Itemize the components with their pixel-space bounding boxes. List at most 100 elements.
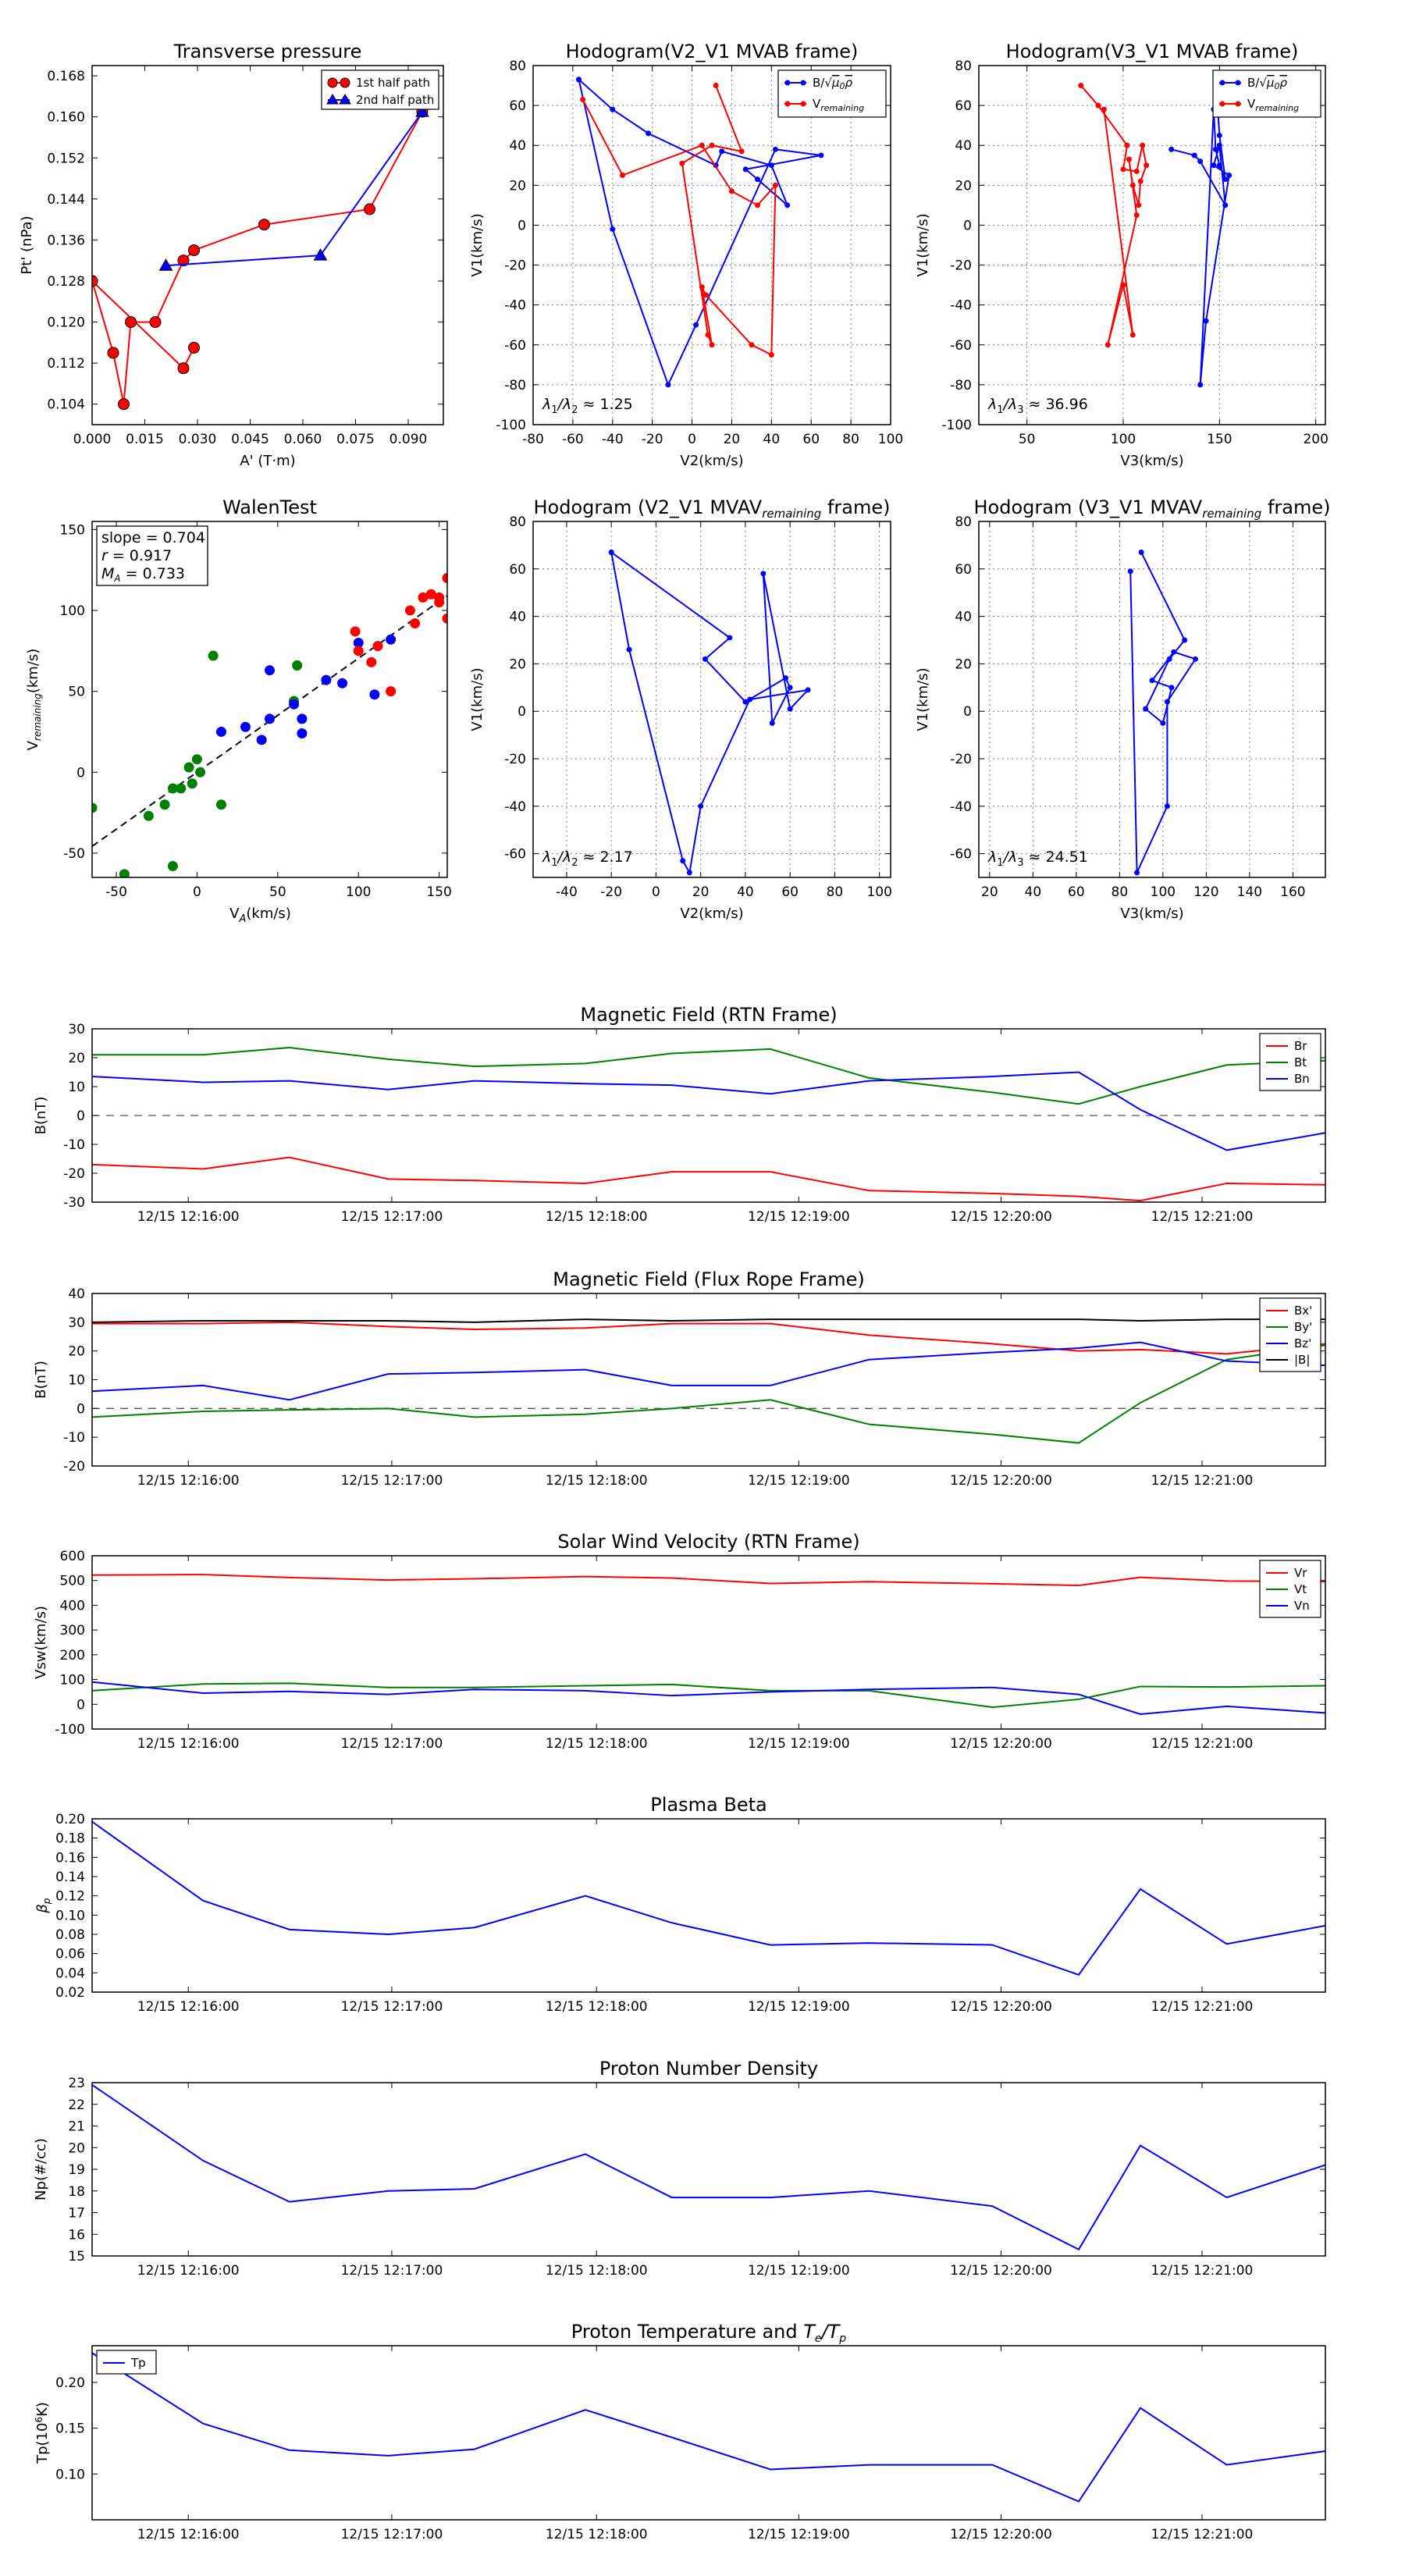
chart-h4: 20 40 60 80 100 120 140 160-60-40-20020406080Ho…: [915, 496, 1330, 922]
chart-h2: 50 100 150 200 -100 -80 -60 -40 -20 0 20 40 60 80 Hodo…: [915, 41, 1329, 469]
x-tick-label: 12/15 12:16:00: [137, 1473, 240, 1489]
x-tick-label: 12/15 12:18:00: [546, 1736, 648, 1752]
y-tick-label: 30: [68, 1315, 85, 1331]
y-tick-label: 60: [955, 562, 972, 578]
chart-title: Transverse pressure: [173, 41, 362, 62]
series-line-|B|: [92, 1318, 1325, 1323]
data-point: [742, 699, 749, 705]
x-tick-label: 12/15 12:17:00: [341, 2263, 443, 2279]
data-point: [167, 860, 178, 871]
data-point: [1197, 382, 1204, 388]
y-label-rest: K): [34, 2402, 51, 2417]
series-line-Tp: [92, 2352, 1325, 2503]
data-point: [702, 292, 709, 298]
data-point: [1193, 656, 1198, 662]
data-point: [366, 656, 377, 667]
series-line-V_remaining: [582, 85, 777, 357]
leg-v: V: [1247, 97, 1256, 111]
y-axis-label: V1(km/s): [469, 667, 486, 731]
x-tick-label: -60: [562, 432, 584, 447]
y-tick-label: 20: [68, 1051, 85, 1066]
data-point: [415, 105, 429, 117]
data-point: [215, 726, 226, 737]
legend-label: B/√μ0ρ: [813, 76, 852, 91]
data-point: [1129, 332, 1136, 338]
data-point: [728, 188, 735, 194]
y-tick-label: 17: [68, 2206, 85, 2222]
y-tick-label: 22: [68, 2097, 85, 2113]
chart-h1: -80 -60 -40 -20 0 20 40 60 80 100-100-80-60-40-20…: [469, 41, 903, 469]
plot-frame: [91, 2345, 1326, 2521]
legend-marker: [800, 80, 806, 86]
plot-frame: [91, 1555, 1326, 1730]
y-tick-label: -20: [504, 752, 526, 767]
y-tick-label: 0.10: [55, 1908, 85, 1923]
legend-marker: [340, 77, 350, 88]
y-tick-label: 100: [60, 603, 85, 619]
data-point: [818, 152, 824, 158]
leg-mu: μ: [1266, 76, 1275, 90]
plot-frame: [91, 521, 448, 878]
x-tick-label: 200: [1303, 432, 1328, 447]
x-tick-label: 100: [866, 884, 891, 900]
ann-l2: /λ: [1002, 849, 1018, 866]
data-point: [425, 589, 436, 600]
x-tick-label: 12/15 12:16:00: [137, 1999, 240, 2015]
legend-label: Vr: [1294, 1566, 1307, 1580]
legend-box: [777, 69, 887, 118]
chart-beta: 12/15 12:16:00 12/15 12:17:00 12/15 12:18:…: [34, 1794, 1326, 2015]
x-tick-label: 150: [426, 884, 451, 900]
series-line-Vt: [92, 1682, 1325, 1709]
y-tick-label: 0.12: [55, 1889, 85, 1905]
x-tick-label: 12/15 12:20:00: [950, 1736, 1052, 1752]
data-point: [289, 699, 300, 710]
data-point: [410, 618, 421, 629]
y-tick-label: 0.144: [47, 192, 85, 208]
x-tick-label: 12/15 12:19:00: [748, 1473, 850, 1489]
ann-rest: ≈ 1.25: [578, 396, 632, 413]
leg-b: B/√: [813, 76, 832, 90]
y-axis-label: B(nT): [33, 1361, 49, 1399]
x-tick-label: 0.015: [126, 432, 164, 447]
data-point: [353, 637, 364, 648]
plot-frame: [91, 2082, 1326, 2257]
plot-area-vsw: [92, 1574, 1325, 1715]
x-tick-label: 12/15 12:19:00: [748, 2527, 850, 2542]
data-point: [755, 176, 761, 183]
y-tick-label: 0: [76, 1108, 85, 1124]
y-tick-label: 60: [955, 98, 972, 114]
title-tp: /T: [820, 2321, 841, 2343]
data-point: [1104, 342, 1111, 348]
data-point: [1129, 182, 1136, 188]
data-point: [610, 106, 616, 112]
plot-area-pt: [92, 105, 429, 411]
plot-area-h1: [576, 76, 824, 388]
y-tick-label: 10: [68, 1373, 85, 1389]
y-tick-label: 80: [509, 59, 526, 74]
data-point: [386, 634, 397, 645]
x-tick-label: 12/15 12:20:00: [950, 2527, 1052, 2542]
plot-area-h3: [608, 550, 811, 876]
lambda-annotation: λ1/λ2 ≈ 2.17: [542, 849, 633, 869]
y-axis-label: B(nT): [33, 1097, 49, 1135]
y-axis-label: V1(km/s): [915, 667, 931, 731]
legend-label: Bn: [1294, 1072, 1310, 1086]
data-point: [118, 398, 130, 411]
y-tick-label: 0.15: [55, 2421, 85, 2437]
x-tick-label: 100: [1151, 884, 1176, 900]
data-point: [188, 244, 200, 257]
y-tick-label: -10: [63, 1137, 85, 1153]
title-p: p: [838, 2332, 846, 2345]
data-point: [240, 721, 251, 732]
y-tick-label: 23: [68, 2076, 85, 2091]
ann-s2: 2: [571, 404, 578, 416]
data-point: [693, 322, 699, 328]
plot-frame: [91, 1293, 1326, 1467]
x-tick-label: 12/15 12:16:00: [137, 2527, 240, 2542]
legend-label: Vn: [1294, 1599, 1310, 1613]
title-e: e: [815, 2332, 822, 2345]
y-tick-label: 60: [509, 562, 526, 578]
series-line-V_remaining: [1080, 84, 1147, 346]
data-point: [176, 783, 187, 794]
